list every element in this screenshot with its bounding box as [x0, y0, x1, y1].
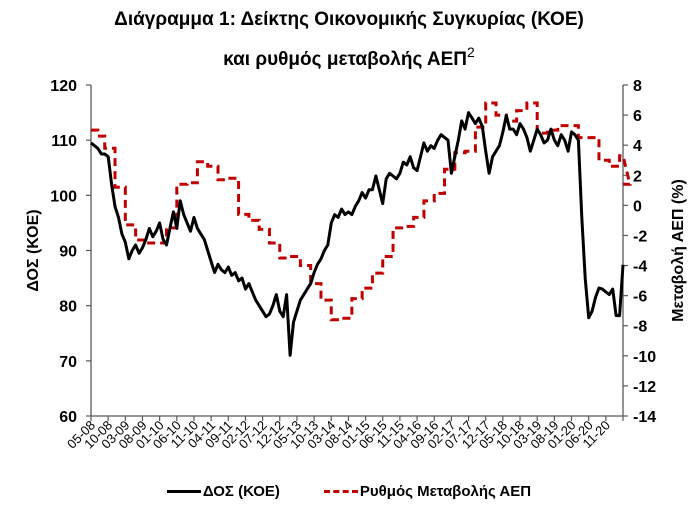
- y-axis-title: ΔΟΣ (ΚΟΕ): [25, 209, 42, 291]
- y-tick-label: 70: [59, 354, 77, 371]
- y2-tick-label: -2: [633, 228, 647, 245]
- y2-axis-title: Μεταβολή ΑΕΠ (%): [670, 179, 687, 322]
- legend-label-dos: ΔΟΣ (ΚΟΕ): [202, 483, 280, 500]
- y2-tick-label: 0: [633, 198, 642, 215]
- y2-tick-label: -6: [633, 289, 647, 306]
- chart-title-text: και ρυθμός μεταβολής ΑΕΠ: [223, 49, 468, 70]
- y-tick-label: 60: [59, 409, 77, 426]
- legend-label-gdp: Ρυθμός Μεταβολής ΑΕΠ: [359, 483, 532, 500]
- legend-item-dos: ΔΟΣ (ΚΟΕ): [166, 483, 280, 500]
- y-tick-label: 110: [51, 133, 77, 150]
- y2-tick-label: 8: [633, 78, 642, 95]
- footnote-marker: 2: [467, 44, 475, 60]
- y2-tick-label: -14: [633, 409, 656, 426]
- y2-tick-label: 2: [633, 168, 642, 185]
- chart-title-line2: και ρυθμός μεταβολής ΑΕΠ2: [0, 40, 698, 72]
- chart-legend: ΔΟΣ (ΚΟΕ) Ρυθμός Μεταβολής ΑΕΠ: [0, 483, 698, 500]
- legend-swatch-solid-line: [166, 490, 201, 493]
- legend-swatch-dashed-line: [323, 490, 358, 493]
- y2-tick-label: 6: [633, 108, 642, 125]
- y-tick-label: 80: [59, 299, 77, 316]
- y-tick-label: 90: [59, 244, 77, 261]
- chart-title-line1: Διάγραμμα 1: Δείκτης Οικονομικής Συγκυρί…: [114, 9, 584, 30]
- legend-item-gdp: Ρυθμός Μεταβολής ΑΕΠ: [323, 483, 532, 500]
- y2-tick-label: -8: [633, 319, 647, 336]
- dos-line: [90, 111, 625, 357]
- y-tick-label: 120: [50, 78, 77, 95]
- gdp-growth-line: [91, 101, 632, 322]
- y2-tick-label: -4: [633, 259, 647, 276]
- y2-tick-label: -12: [633, 379, 656, 396]
- y-tick-label: 100: [50, 188, 77, 205]
- y2-tick-label: 4: [633, 138, 642, 155]
- y2-tick-label: -10: [633, 349, 656, 366]
